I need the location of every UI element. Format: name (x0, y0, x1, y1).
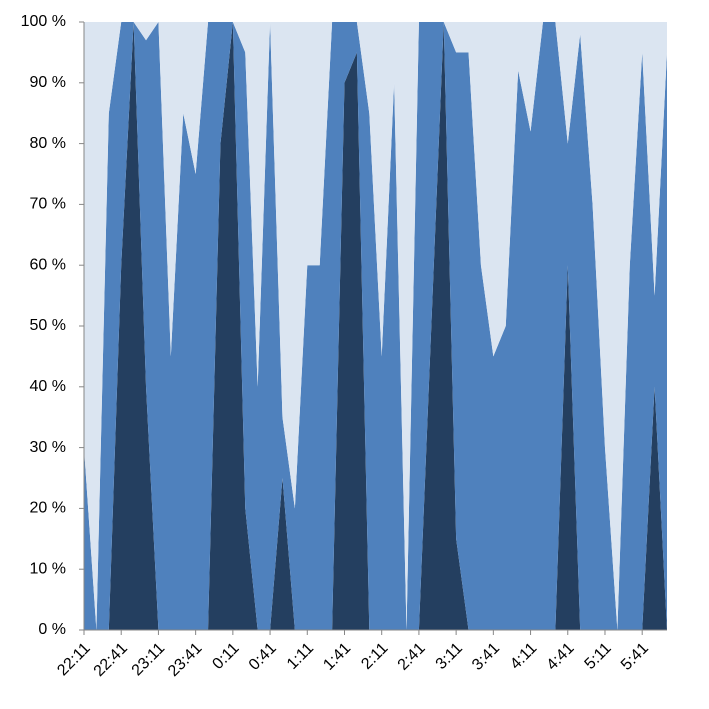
x-tick-label: 1:41 (320, 640, 354, 674)
x-tick-label: 3:41 (469, 640, 503, 674)
x-tick-label: 1:11 (284, 640, 317, 673)
x-tick-label: 22:41 (91, 640, 131, 680)
x-tick-label: 5:41 (618, 640, 652, 674)
y-tick-label: 20 % (30, 500, 66, 517)
y-tick-label: 40 % (30, 378, 66, 395)
y-tick-label: 50 % (30, 317, 66, 334)
x-tick-label: 22:11 (54, 640, 94, 680)
y-tick-label: 30 % (30, 439, 66, 456)
x-tick-label: 3:11 (433, 640, 466, 673)
x-tick-label: 0:41 (246, 640, 280, 674)
y-tick-label: 80 % (30, 135, 66, 152)
x-tick-label: 23:41 (165, 640, 205, 680)
y-tick-label: 0 % (38, 621, 66, 638)
y-tick-label: 90 % (30, 74, 66, 91)
x-tick-label: 4:11 (507, 640, 540, 673)
area (84, 22, 667, 630)
area (84, 22, 667, 630)
area (84, 22, 667, 630)
x-tick-label: 4:41 (544, 640, 578, 674)
x-tick-label: 0:11 (209, 640, 242, 673)
y-tick-label: 10 % (30, 560, 66, 577)
y-tick-label: 100 % (21, 13, 66, 30)
x-tick-label: 23:11 (129, 640, 169, 680)
x-tick-label: 2:41 (395, 640, 429, 674)
x-tick-label: 5:11 (582, 640, 615, 673)
x-tick-label: 2:11 (358, 640, 391, 673)
y-tick-label: 70 % (30, 196, 66, 213)
y-tick-label: 60 % (30, 256, 66, 273)
